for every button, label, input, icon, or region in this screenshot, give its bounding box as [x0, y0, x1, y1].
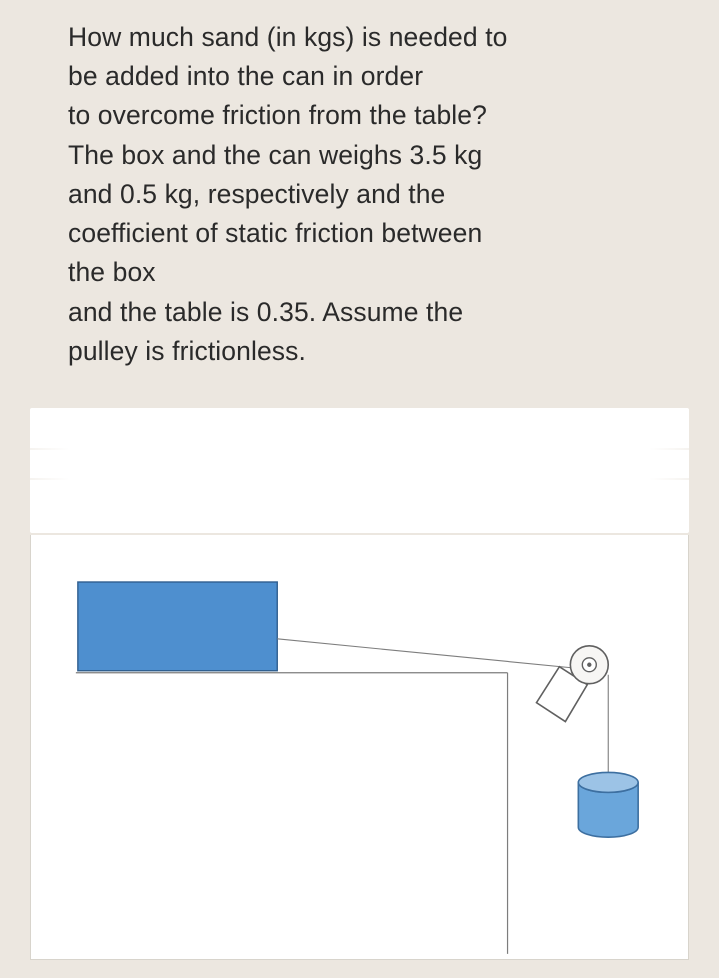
question-line: and 0.5 kg, respectively and the: [68, 179, 445, 209]
erased-region: [30, 408, 689, 533]
physics-diagram: [30, 535, 689, 960]
pulley-pin: [587, 663, 591, 667]
diagram-svg: [31, 535, 688, 959]
box-shape: [78, 582, 277, 671]
question-line: coefficient of static friction between: [68, 218, 482, 248]
question-line: pulley is frictionless.: [68, 336, 306, 366]
can-top: [578, 772, 638, 792]
question-line: be added into the can in order: [68, 61, 423, 91]
question-line: The box and the can weighs 3.5 kg: [68, 140, 482, 170]
question-line: and the table is 0.35. Assume the: [68, 297, 463, 327]
question-line: the box: [68, 257, 156, 287]
page-root: How much sand (in kgs) is needed to be a…: [0, 0, 719, 978]
question-block: How much sand (in kgs) is needed to be a…: [0, 0, 719, 381]
question-line: How much sand (in kgs) is needed to: [68, 22, 508, 52]
question-line: to overcome friction from the table?: [68, 100, 487, 130]
